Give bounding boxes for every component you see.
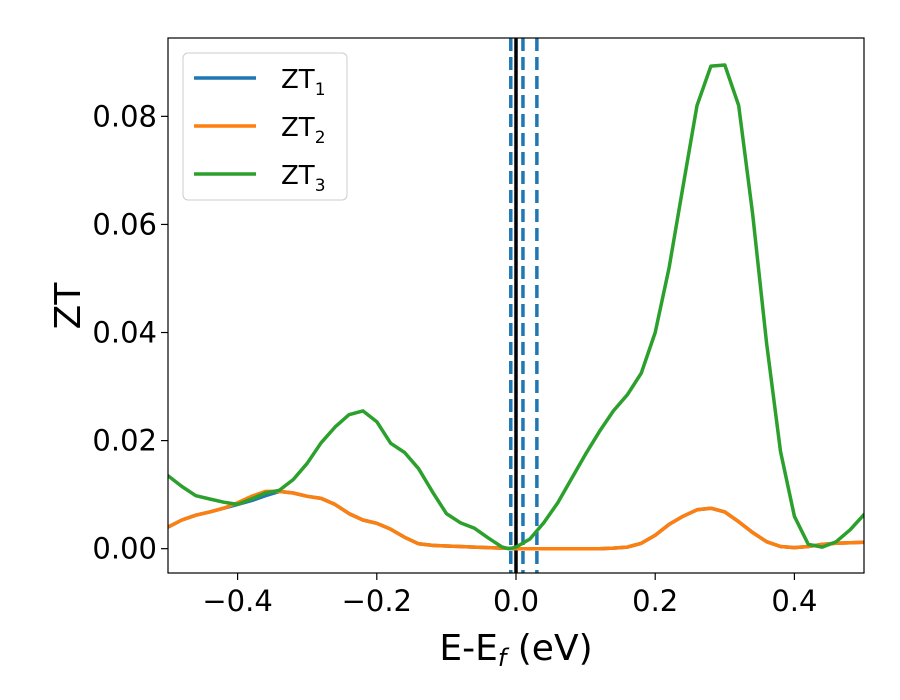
x-tick-label: 0.0 bbox=[493, 584, 539, 618]
x-tick-label: −0.4 bbox=[202, 584, 272, 618]
y-axis-label: ZT bbox=[48, 282, 89, 330]
legend-label-zt3: ZT3 bbox=[281, 161, 326, 196]
legend-label-zt2: ZT2 bbox=[281, 113, 326, 148]
y-tick-label: 0.06 bbox=[92, 207, 157, 241]
y-tick-label: 0.02 bbox=[92, 424, 157, 458]
y-axis: 0.00 0.02 0.04 0.06 0.08 bbox=[92, 99, 168, 566]
x-tick-label: −0.2 bbox=[342, 584, 412, 618]
x-tick-label: 0.4 bbox=[771, 584, 817, 618]
legend-box bbox=[182, 52, 348, 201]
series-group bbox=[168, 63, 864, 551]
x-axis: −0.4 −0.2 0.0 0.2 0.4 bbox=[202, 573, 817, 618]
x-axis-label-unit: (eV) bbox=[506, 628, 592, 669]
x-axis-label: E-Ef (eV) bbox=[439, 628, 592, 672]
legend-label-zt1: ZT1 bbox=[281, 65, 326, 100]
y-tick-label: 0.04 bbox=[92, 316, 157, 350]
y-tick-label: 0.00 bbox=[92, 532, 157, 566]
x-tick-label: 0.2 bbox=[632, 584, 678, 618]
x-axis-label-main: E-E bbox=[439, 628, 497, 669]
reference-lines bbox=[509, 38, 539, 573]
series-line-zt3 bbox=[168, 63, 864, 551]
y-tick-label: 0.08 bbox=[92, 99, 157, 133]
legend: ZT1 ZT2 ZT3 bbox=[182, 52, 348, 201]
